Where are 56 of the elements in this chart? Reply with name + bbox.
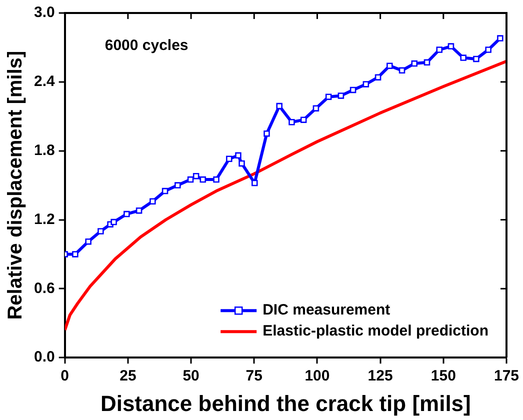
point (485, 46, 492, 53)
point (276, 102, 282, 110)
y-tick-label: 0.6 (34, 280, 55, 297)
point (374, 74, 382, 80)
point (174, 182, 181, 188)
point (252, 180, 258, 186)
y-tick-label: 3.0 (34, 4, 55, 22)
x-tick-label: 0 (60, 368, 70, 385)
point (448, 43, 454, 50)
point (350, 86, 356, 94)
point (288, 119, 295, 126)
point (235, 152, 242, 159)
annotation: 6000 cycles (104, 37, 188, 54)
x-tick-label: 25 (120, 368, 136, 385)
point (238, 160, 245, 167)
point (411, 60, 418, 67)
x-tick-label: 50 (182, 368, 200, 385)
point (362, 81, 370, 88)
point (124, 210, 130, 218)
x-tick-label: 175 (494, 368, 519, 385)
x-tick-label: 75 (246, 368, 262, 385)
x-axis-title: Distance behind the crack tip [mils] (100, 390, 471, 416)
y-tick-label: 1.8 (34, 142, 55, 159)
y-axis-title: Relative displacement [mils] (4, 50, 27, 320)
point (424, 59, 430, 66)
point (325, 94, 332, 100)
point (338, 92, 344, 99)
point (213, 176, 220, 183)
point (110, 218, 117, 226)
point (436, 46, 442, 53)
legend-label: Elastic-plastic model prediction (262, 322, 488, 340)
point (460, 54, 466, 61)
point (85, 238, 92, 245)
point (386, 62, 393, 69)
point (136, 207, 142, 214)
point (150, 198, 156, 205)
point (312, 105, 320, 112)
point (226, 156, 232, 162)
legend-label: DIC measurement (262, 302, 390, 319)
point (192, 172, 200, 180)
point (497, 35, 504, 42)
point (264, 130, 270, 137)
point (200, 176, 206, 183)
x-tick-label: 125 (368, 368, 393, 385)
y-tick-label: 1.2 (34, 210, 55, 228)
x-tick-label: 100 (304, 368, 330, 385)
y-tick-label: 0.0 (34, 348, 55, 366)
point (300, 116, 307, 123)
point (398, 67, 406, 74)
point (162, 188, 168, 194)
y-tick-label: 2.4 (34, 73, 56, 90)
point (72, 251, 78, 258)
point (187, 176, 194, 183)
point (473, 56, 480, 62)
x-tick-label: 150 (430, 368, 456, 385)
point (98, 228, 104, 234)
